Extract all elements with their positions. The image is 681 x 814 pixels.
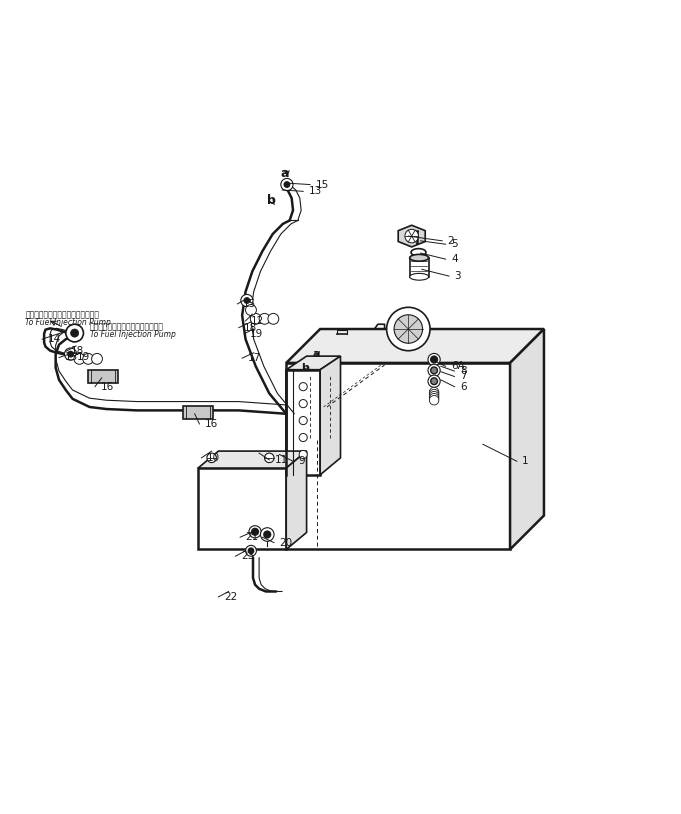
- Circle shape: [264, 453, 274, 462]
- Text: a: a: [313, 349, 320, 359]
- Circle shape: [244, 298, 250, 304]
- Ellipse shape: [410, 274, 428, 280]
- Text: 13: 13: [308, 186, 322, 196]
- Circle shape: [430, 367, 437, 374]
- Text: 3: 3: [454, 271, 461, 281]
- Circle shape: [249, 548, 254, 554]
- Circle shape: [260, 527, 274, 541]
- Text: 1: 1: [522, 457, 529, 466]
- Text: 23: 23: [241, 551, 254, 561]
- Text: 15: 15: [65, 352, 78, 362]
- Text: 17: 17: [248, 353, 261, 363]
- Circle shape: [241, 295, 253, 307]
- Circle shape: [246, 545, 257, 556]
- Text: 6A: 6A: [451, 361, 465, 371]
- Text: 16: 16: [205, 419, 218, 429]
- Text: b: b: [267, 195, 276, 208]
- Polygon shape: [286, 363, 510, 549]
- Polygon shape: [198, 451, 306, 468]
- Ellipse shape: [410, 255, 428, 261]
- Circle shape: [83, 353, 93, 365]
- Circle shape: [251, 313, 261, 324]
- Text: 22: 22: [224, 592, 237, 602]
- Text: フェエルインジェクションポンプへ: フェエルインジェクションポンプへ: [25, 310, 99, 319]
- Circle shape: [252, 528, 258, 535]
- Text: 4: 4: [451, 254, 458, 265]
- Text: 10: 10: [207, 453, 220, 463]
- Circle shape: [429, 393, 439, 403]
- Text: 19: 19: [77, 352, 90, 361]
- Text: To Fuel Injection Pump: To Fuel Injection Pump: [25, 317, 111, 326]
- Circle shape: [299, 383, 307, 391]
- Text: 8: 8: [460, 366, 466, 376]
- Circle shape: [249, 526, 261, 538]
- Circle shape: [74, 353, 85, 365]
- Polygon shape: [198, 468, 286, 549]
- Text: 21: 21: [246, 532, 259, 542]
- Text: 18: 18: [72, 347, 84, 357]
- Text: b: b: [301, 363, 309, 373]
- Circle shape: [394, 315, 423, 344]
- Circle shape: [299, 400, 307, 408]
- Text: 11: 11: [274, 455, 288, 465]
- Circle shape: [430, 357, 437, 363]
- Text: 7: 7: [460, 371, 466, 382]
- Circle shape: [66, 324, 84, 342]
- Circle shape: [91, 353, 102, 365]
- Circle shape: [299, 417, 307, 425]
- Circle shape: [207, 453, 217, 462]
- Text: 5: 5: [451, 239, 458, 249]
- Text: 20: 20: [279, 537, 293, 548]
- Circle shape: [429, 389, 439, 399]
- Circle shape: [246, 304, 257, 316]
- Text: 15: 15: [243, 299, 256, 309]
- Circle shape: [68, 352, 74, 357]
- Text: 6: 6: [460, 382, 466, 392]
- FancyBboxPatch shape: [88, 370, 118, 383]
- Text: フェエルインジェクションポンプへ: フェエルインジェクションポンプへ: [90, 322, 163, 331]
- Text: 18: 18: [244, 322, 257, 333]
- Circle shape: [299, 450, 307, 458]
- Circle shape: [264, 531, 270, 538]
- Text: 2: 2: [447, 236, 454, 246]
- Circle shape: [259, 313, 270, 324]
- Circle shape: [299, 433, 307, 441]
- FancyBboxPatch shape: [183, 406, 213, 418]
- Circle shape: [429, 387, 439, 397]
- Polygon shape: [286, 370, 320, 475]
- Circle shape: [284, 182, 289, 187]
- Text: 12: 12: [251, 316, 264, 326]
- Polygon shape: [510, 329, 544, 549]
- Polygon shape: [286, 357, 340, 370]
- Polygon shape: [320, 357, 340, 475]
- Circle shape: [71, 329, 79, 337]
- Bar: [410, 258, 428, 277]
- Circle shape: [65, 348, 77, 361]
- Text: 19: 19: [250, 329, 263, 339]
- Circle shape: [281, 178, 293, 190]
- Text: To Fuel Injection Pump: To Fuel Injection Pump: [90, 330, 176, 339]
- Polygon shape: [286, 329, 544, 363]
- Circle shape: [429, 396, 439, 405]
- Text: 16: 16: [100, 382, 114, 392]
- Polygon shape: [286, 451, 306, 549]
- Circle shape: [429, 392, 439, 401]
- Circle shape: [405, 230, 419, 243]
- Circle shape: [430, 378, 437, 385]
- Text: 15: 15: [315, 180, 329, 190]
- Text: a: a: [281, 167, 289, 180]
- Polygon shape: [398, 225, 425, 247]
- Text: 14: 14: [48, 335, 61, 344]
- Circle shape: [428, 353, 440, 365]
- Circle shape: [428, 375, 440, 387]
- Circle shape: [428, 365, 440, 377]
- Circle shape: [387, 308, 430, 351]
- Circle shape: [268, 313, 279, 324]
- Text: 9: 9: [298, 457, 305, 466]
